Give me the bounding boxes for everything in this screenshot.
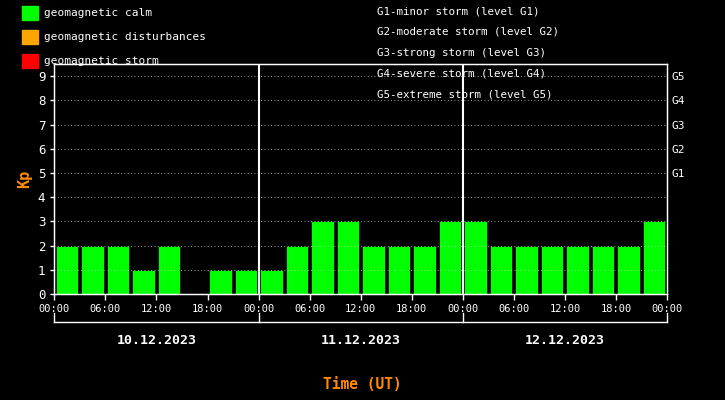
Text: geomagnetic storm: geomagnetic storm xyxy=(44,56,158,66)
Text: G3-strong storm (level G3): G3-strong storm (level G3) xyxy=(377,48,546,58)
Bar xyxy=(515,246,538,294)
Bar xyxy=(158,246,181,294)
Bar xyxy=(260,270,283,294)
Text: G1-minor storm (level G1): G1-minor storm (level G1) xyxy=(377,6,539,16)
Y-axis label: Kp: Kp xyxy=(17,170,33,188)
Bar xyxy=(56,246,78,294)
Text: geomagnetic disturbances: geomagnetic disturbances xyxy=(44,32,205,42)
Text: 12.12.2023: 12.12.2023 xyxy=(525,334,605,346)
Bar xyxy=(235,270,257,294)
Text: 10.12.2023: 10.12.2023 xyxy=(117,334,196,346)
Bar xyxy=(311,221,334,294)
Bar xyxy=(413,246,436,294)
Text: Time (UT): Time (UT) xyxy=(323,377,402,392)
Bar xyxy=(439,221,461,294)
Bar xyxy=(618,246,640,294)
Bar xyxy=(107,246,130,294)
Bar xyxy=(464,221,486,294)
Bar xyxy=(362,246,385,294)
Text: G5-extreme storm (level G5): G5-extreme storm (level G5) xyxy=(377,89,552,99)
Bar xyxy=(566,246,589,294)
Bar xyxy=(541,246,563,294)
Bar xyxy=(643,221,666,294)
Bar xyxy=(209,270,231,294)
Text: geomagnetic calm: geomagnetic calm xyxy=(44,8,152,18)
Text: G2-moderate storm (level G2): G2-moderate storm (level G2) xyxy=(377,27,559,37)
Bar xyxy=(81,246,104,294)
Text: 11.12.2023: 11.12.2023 xyxy=(320,334,401,346)
Text: G4-severe storm (level G4): G4-severe storm (level G4) xyxy=(377,68,546,78)
Bar xyxy=(286,246,308,294)
Bar xyxy=(592,246,614,294)
Bar xyxy=(336,221,359,294)
Bar xyxy=(133,270,155,294)
Bar xyxy=(388,246,410,294)
Bar xyxy=(490,246,513,294)
